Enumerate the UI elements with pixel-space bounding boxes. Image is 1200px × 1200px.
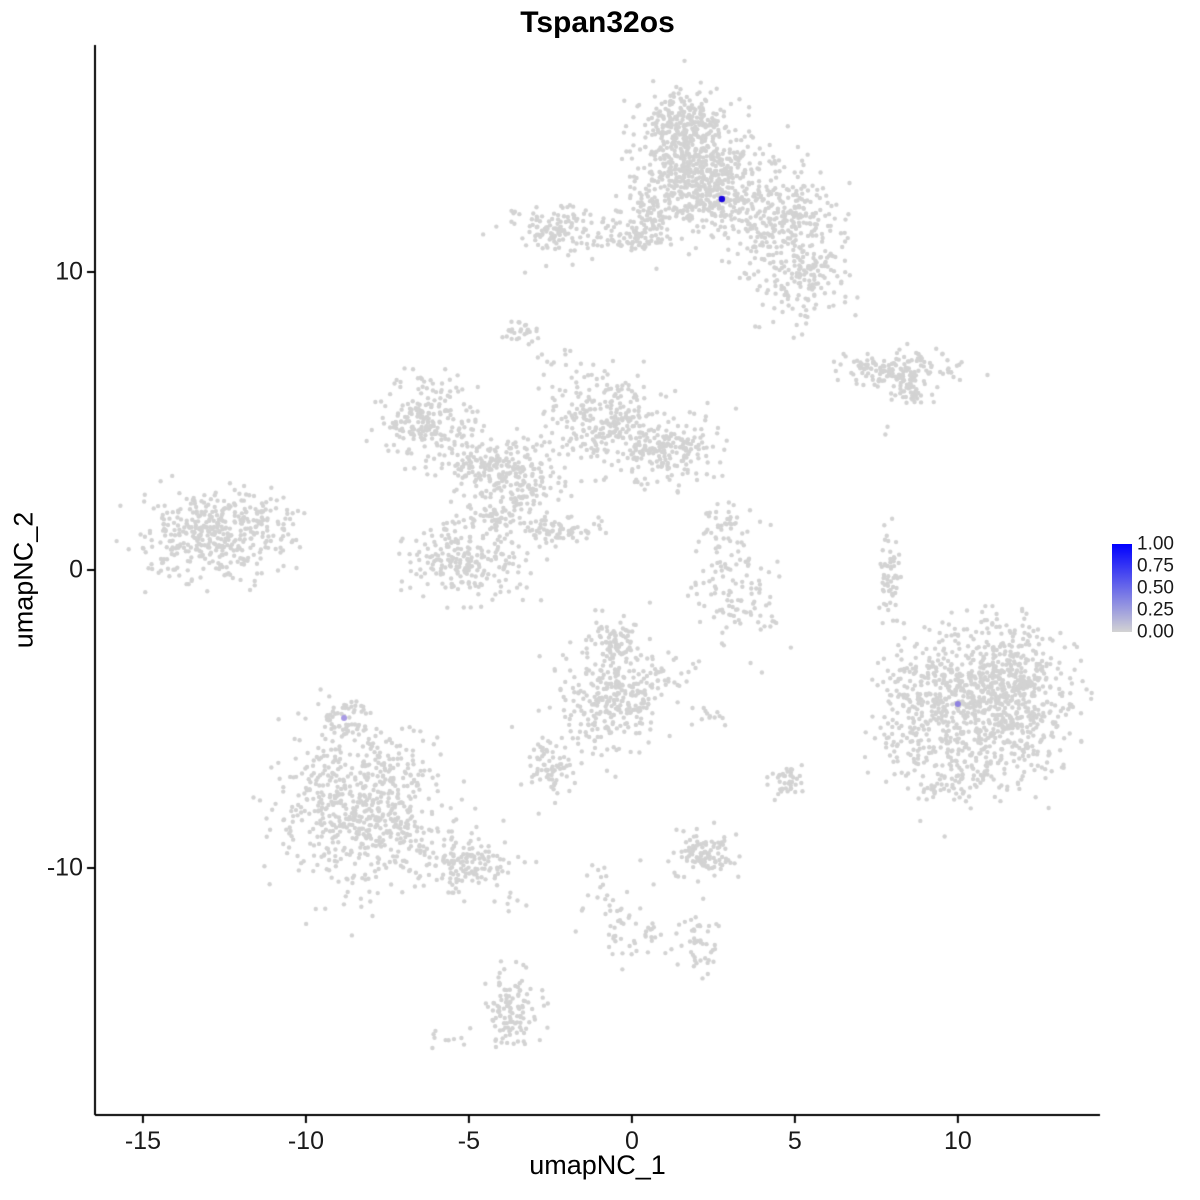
- x-tick-label: -15: [124, 1127, 161, 1155]
- y-tick-label: 0: [69, 555, 83, 584]
- x-tick-label: -5: [457, 1127, 481, 1155]
- legend-label: 0.25: [1137, 599, 1174, 621]
- expression-legend: 1.00 0.75 0.50 0.25 0.00: [1112, 535, 1200, 644]
- legend-label: 1.00: [1137, 533, 1174, 555]
- legend-label: 0.50: [1137, 577, 1174, 599]
- x-tick-label: 5: [787, 1127, 802, 1155]
- legend-label: 0.00: [1137, 621, 1174, 643]
- chart-title: Tspan32os: [520, 6, 675, 39]
- x-axis-title: umapNC_1: [529, 1150, 666, 1180]
- y-axis-title: umapNC_2: [8, 511, 39, 649]
- legend-gradient-bar: [1112, 544, 1132, 632]
- x-tick-label: 0: [624, 1127, 639, 1155]
- y-tick-label: -10: [46, 853, 83, 882]
- legend-label: 0.75: [1137, 555, 1174, 577]
- x-tick-label: 10: [943, 1127, 972, 1155]
- x-tick-label: -10: [287, 1127, 324, 1155]
- y-tick-label: 10: [55, 257, 83, 286]
